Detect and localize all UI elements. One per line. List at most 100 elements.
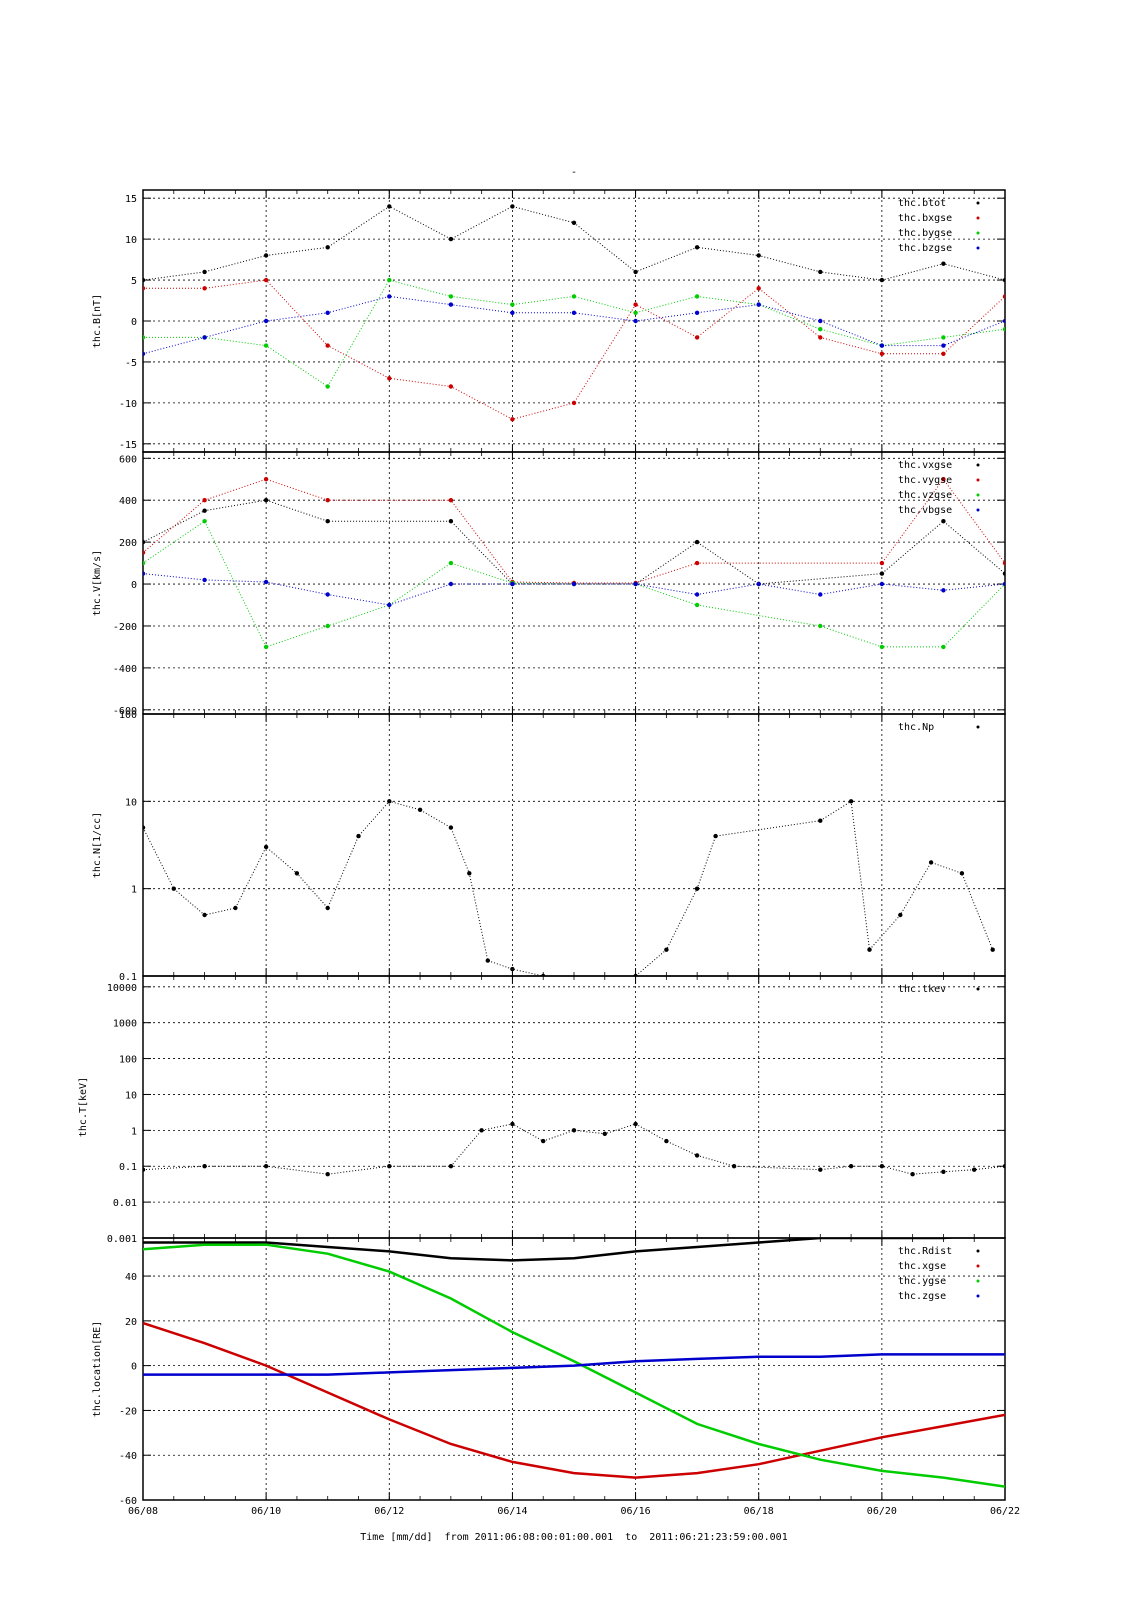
data-point — [325, 905, 330, 911]
data-point — [448, 236, 454, 242]
data-point — [818, 1167, 823, 1172]
x-tick-label: 06/16 — [621, 1506, 651, 1517]
data-point — [1002, 581, 1005, 587]
series-line-thc-zgse — [143, 1353, 1005, 1376]
legend-label: thc.zgse — [898, 1291, 946, 1302]
data-point — [941, 335, 946, 340]
data-point — [664, 1138, 669, 1144]
legend-marker — [976, 463, 980, 467]
data-point — [448, 581, 454, 587]
data-point — [756, 581, 761, 587]
data-point — [898, 912, 903, 918]
legend-marker — [976, 493, 980, 497]
y-axis-label: thc.location[RE] — [92, 1321, 103, 1417]
y-tick-label: 0 — [131, 580, 137, 591]
data-point — [818, 623, 823, 629]
y-tick-label: -600 — [113, 706, 137, 717]
data-point — [263, 253, 269, 258]
data-point — [1002, 318, 1005, 324]
panel-5: -60 -40 -20 0 20 40 thc.location[RE] thc.Rdist t… — [92, 1237, 1020, 1517]
legend-label: thc.vbgse — [898, 505, 952, 516]
legend-marker — [976, 508, 980, 512]
y-tick-label: 0.01 — [113, 1198, 137, 1209]
legend-marker — [976, 1249, 980, 1253]
y-axis-label: thc.N[1/cc] — [92, 812, 103, 878]
y-tick-label: 100 — [119, 1055, 137, 1066]
panels-group: -15-10-5051015thc.B[nT]thc.btotthc.bxgse… — [78, 189, 1020, 1517]
legend-label: thc.xgse — [898, 1261, 946, 1272]
panel-4: 0.001 0.01 0.1 1 10 100 1000 10000 thc.T[keV] thc… — [78, 975, 1006, 1245]
x-tick-label: 06/10 — [251, 1506, 281, 1517]
data-point — [818, 592, 823, 597]
data-point — [818, 818, 823, 823]
y-axis-label: thc.B[nT] — [92, 294, 103, 348]
y-tick-label: 1 — [131, 1126, 137, 1137]
series-trace — [143, 295, 1005, 355]
data-point — [143, 335, 146, 340]
data-point — [387, 277, 392, 283]
data-point — [756, 302, 761, 307]
series-thc-vygse — [143, 477, 1005, 586]
y-tick-label: -200 — [113, 622, 137, 633]
legend-label: thc.tkev — [898, 984, 946, 995]
legend-marker — [976, 1279, 980, 1283]
data-point — [356, 833, 361, 839]
data-point — [263, 644, 269, 650]
data-point — [879, 571, 885, 576]
y-tick-label: 15 — [125, 194, 137, 205]
data-point — [510, 310, 515, 315]
data-point — [1002, 560, 1005, 566]
legend-marker — [976, 1264, 980, 1268]
series-trace — [143, 520, 1005, 648]
legend-label: thc.btot — [898, 198, 946, 209]
y-tick-label: 1000 — [113, 1019, 137, 1030]
legend-marker — [976, 987, 980, 991]
data-point — [171, 886, 176, 891]
y-tick-label: 5 — [131, 276, 137, 287]
legend-label: thc.vygse — [898, 475, 952, 486]
series-trace — [143, 205, 1005, 281]
data-point — [571, 1128, 577, 1133]
legend-marker — [976, 478, 980, 482]
data-point — [879, 581, 885, 587]
y-tick-label: 1 — [131, 885, 137, 896]
data-point — [633, 310, 638, 315]
y-tick-label: -10 — [119, 399, 137, 410]
data-point — [387, 294, 392, 299]
legend-label: thc.bxgse — [898, 213, 952, 224]
data-point — [263, 477, 269, 482]
y-tick-label: 10000 — [107, 983, 137, 994]
legend-label: thc.vzgse — [898, 490, 952, 501]
series-trace — [143, 478, 1005, 584]
data-point — [202, 286, 207, 291]
data-point — [694, 602, 700, 608]
data-point — [818, 318, 823, 324]
series-thc-vbgse — [143, 571, 1005, 608]
data-point — [143, 277, 146, 283]
data-point — [571, 310, 577, 315]
y-axis-label: thc.T[keV] — [78, 1077, 89, 1137]
data-point — [202, 498, 207, 503]
data-point — [510, 966, 515, 972]
data-point — [694, 310, 700, 315]
legend-marker — [976, 216, 980, 220]
data-point — [694, 592, 700, 597]
legend-label: thc.vxgse — [898, 460, 952, 471]
data-point — [448, 498, 454, 503]
y-tick-label: 10 — [125, 235, 137, 246]
y-tick-label: 10 — [125, 797, 137, 808]
data-point — [959, 871, 965, 876]
data-point — [571, 294, 577, 299]
x-tick-label: 06/18 — [744, 1506, 774, 1517]
figure-title: - — [571, 167, 577, 178]
y-tick-label: -400 — [113, 664, 137, 675]
legend-label: thc.ygse — [898, 1276, 946, 1287]
y-tick-label: 0.001 — [107, 1234, 137, 1245]
y-tick-label: 0.1 — [119, 1162, 137, 1173]
legend-label: thc.Np — [898, 722, 934, 733]
data-point — [867, 947, 872, 952]
data-point — [202, 577, 207, 583]
data-point — [387, 602, 392, 608]
x-tick-label: 06/20 — [867, 1506, 897, 1517]
